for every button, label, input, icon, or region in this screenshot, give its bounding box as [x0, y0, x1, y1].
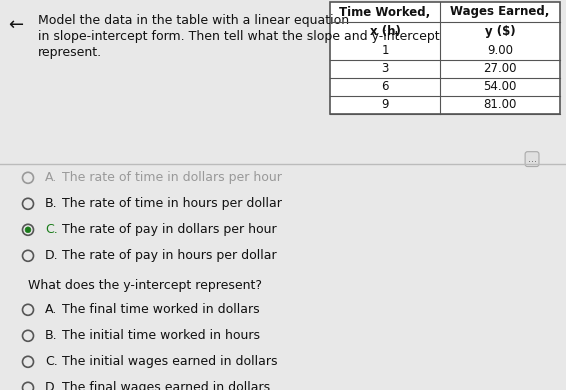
Text: B.: B.: [45, 329, 58, 342]
Text: What does the y-intercept represent?: What does the y-intercept represent?: [28, 279, 262, 292]
Text: Wages Earned,: Wages Earned,: [451, 5, 550, 18]
Text: Model the data in the table with a linear equation: Model the data in the table with a linea…: [38, 14, 349, 27]
Text: D.: D.: [45, 381, 59, 390]
Text: The rate of pay in hours per dollar: The rate of pay in hours per dollar: [62, 249, 277, 262]
Text: The rate of time in hours per dollar: The rate of time in hours per dollar: [62, 197, 282, 210]
Text: A.: A.: [45, 171, 57, 184]
Text: ...: ...: [528, 154, 537, 164]
Text: C.: C.: [45, 223, 58, 236]
Text: 81.00: 81.00: [483, 99, 517, 112]
Text: in slope-intercept form. Then tell what the slope and y-intercept: in slope-intercept form. Then tell what …: [38, 30, 440, 43]
Text: Time Worked,: Time Worked,: [340, 5, 431, 18]
Text: 6: 6: [381, 80, 389, 94]
Text: 9: 9: [381, 99, 389, 112]
Bar: [330, 2, 560, 114]
Text: y ($): y ($): [484, 25, 515, 39]
Text: The final wages earned in dollars: The final wages earned in dollars: [62, 381, 270, 390]
Text: x (h): x (h): [370, 25, 400, 39]
Text: 54.00: 54.00: [483, 80, 517, 94]
Text: The initial time worked in hours: The initial time worked in hours: [62, 329, 260, 342]
Text: D.: D.: [45, 249, 59, 262]
Text: The final time worked in dollars: The final time worked in dollars: [62, 303, 260, 316]
Text: The rate of pay in dollars per hour: The rate of pay in dollars per hour: [62, 223, 277, 236]
Text: ←: ←: [8, 16, 23, 34]
Text: B.: B.: [45, 197, 58, 210]
Text: C.: C.: [45, 355, 58, 368]
Text: represent.: represent.: [38, 46, 102, 59]
Text: 1: 1: [381, 44, 389, 57]
Text: A.: A.: [45, 303, 57, 316]
Text: The rate of time in dollars per hour: The rate of time in dollars per hour: [62, 171, 282, 184]
Text: The initial wages earned in dollars: The initial wages earned in dollars: [62, 355, 277, 368]
Circle shape: [25, 227, 31, 233]
Text: 9.00: 9.00: [487, 44, 513, 57]
Text: 3: 3: [381, 62, 389, 76]
Text: 27.00: 27.00: [483, 62, 517, 76]
